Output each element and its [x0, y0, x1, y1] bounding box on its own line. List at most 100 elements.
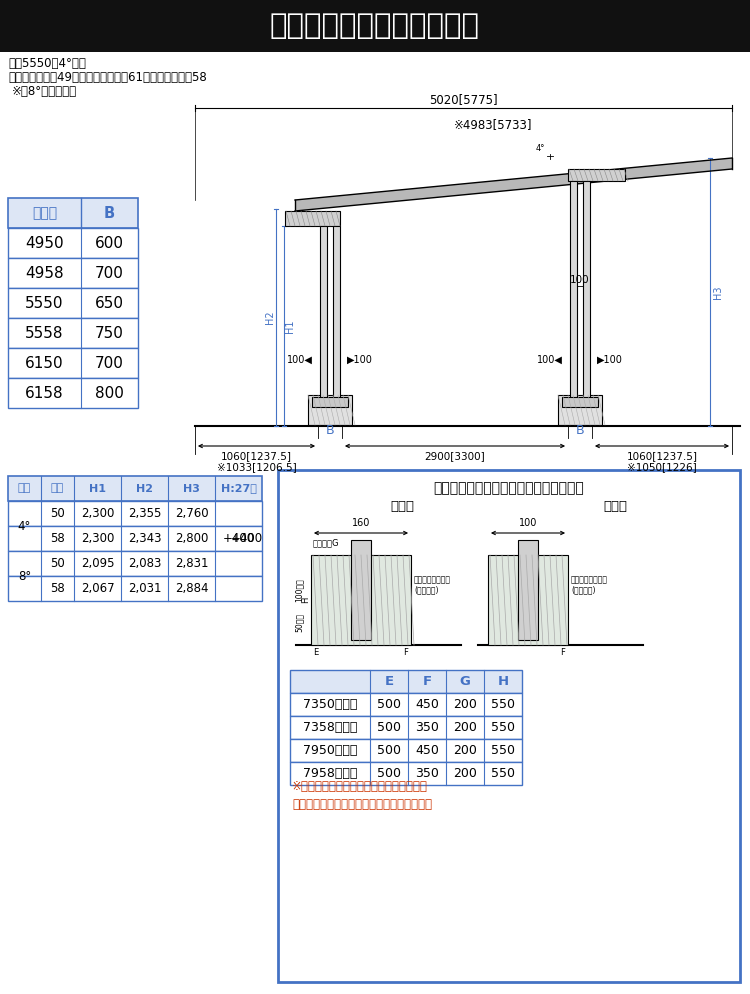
Text: B: B [326, 423, 334, 436]
Bar [312, 397, 348, 407]
Text: H2: H2 [136, 483, 153, 493]
Text: 1060[1237.5]: 1060[1237.5] [626, 451, 698, 461]
Text: 58: 58 [50, 532, 64, 545]
Bar [290, 739, 522, 762]
Text: 土間コンクリート: 土間コンクリート [571, 576, 608, 584]
Text: ※4983[5733]: ※4983[5733] [454, 118, 532, 131]
Text: 350: 350 [415, 767, 439, 780]
Text: 4958: 4958 [26, 265, 64, 280]
Bar [570, 181, 577, 400]
Text: 700: 700 [95, 356, 124, 371]
Text: 6158: 6158 [26, 386, 64, 401]
Text: (鉄筋入り): (鉄筋入り) [571, 585, 596, 594]
Text: 奥行側: 奥行側 [603, 500, 627, 513]
Text: H: H [497, 675, 508, 688]
Bar [8, 576, 262, 601]
Text: 4950: 4950 [26, 236, 64, 250]
Text: 土間コンクリート: 土間コンクリート [414, 576, 451, 584]
Text: 550: 550 [491, 721, 515, 734]
Text: 7950サイズ: 7950サイズ [303, 744, 357, 757]
Bar [488, 555, 568, 645]
Text: ※は8°勾配の場合: ※は8°勾配の場合 [12, 85, 77, 98]
Bar [285, 211, 340, 226]
Text: 2,067: 2,067 [81, 582, 114, 595]
Bar [8, 348, 138, 378]
Text: 50: 50 [50, 507, 64, 520]
Polygon shape [295, 158, 732, 211]
Text: 土間コンクリート施工の場合の基礎寸法: 土間コンクリート施工の場合の基礎寸法 [433, 481, 584, 495]
Text: ※1033[1206.5]: ※1033[1206.5] [217, 462, 296, 472]
Bar [8, 228, 138, 258]
Text: 550: 550 [491, 698, 515, 711]
Text: 100以上: 100以上 [295, 579, 304, 602]
Text: H1: H1 [89, 483, 106, 493]
Text: F: F [422, 675, 431, 688]
Text: B: B [104, 206, 115, 221]
Bar [278, 470, 740, 982]
Text: B: B [576, 423, 584, 436]
Bar [8, 378, 138, 408]
Text: 58: 58 [50, 582, 64, 595]
Text: 5558: 5558 [26, 325, 64, 341]
Text: F: F [404, 648, 409, 657]
Bar [8, 198, 138, 228]
Text: 8°: 8° [18, 570, 31, 582]
Text: E: E [314, 648, 319, 657]
Text: サイズ: サイズ [32, 206, 57, 220]
Text: 50: 50 [50, 557, 64, 570]
Text: F: F [560, 648, 566, 657]
Bar [583, 181, 590, 400]
Bar [8, 501, 262, 526]
Text: 650: 650 [95, 295, 124, 310]
Bar [8, 526, 262, 551]
Text: 100◀: 100◀ [537, 355, 563, 365]
Text: 200: 200 [453, 744, 477, 757]
Bar [311, 555, 411, 645]
Text: 勾配: 勾配 [18, 483, 31, 493]
Bar [562, 397, 598, 407]
Text: 2,300: 2,300 [81, 507, 114, 520]
Bar [333, 226, 340, 400]
Text: 100: 100 [570, 275, 590, 285]
Text: (鉄筋入り): (鉄筋入り) [414, 585, 439, 594]
Bar [8, 258, 138, 288]
Text: 550: 550 [491, 744, 515, 757]
Text: 4°: 4° [536, 144, 545, 153]
Text: 200: 200 [453, 698, 477, 711]
Bar [290, 716, 522, 739]
Bar [351, 540, 371, 640]
Text: 550: 550 [491, 767, 515, 780]
Text: 200: 200 [453, 767, 477, 780]
Text: E: E [385, 675, 394, 688]
Text: 2,355: 2,355 [128, 507, 161, 520]
Bar [568, 169, 625, 181]
Text: 50以上: 50以上 [295, 613, 304, 632]
Bar [290, 670, 522, 693]
Text: 奥行: 奥行 [51, 483, 64, 493]
Text: 7350サイズ: 7350サイズ [303, 698, 357, 711]
Text: 2,095: 2,095 [81, 557, 114, 570]
Text: G: G [460, 675, 470, 688]
Text: +400: +400 [223, 532, 254, 545]
Text: ▶100: ▶100 [597, 355, 622, 365]
Bar [290, 762, 522, 785]
Bar [8, 551, 262, 576]
Text: 2,031: 2,031 [128, 582, 161, 595]
Text: 寸法図（単位ｍｍ）２－２: 寸法図（単位ｍｍ）２－２ [270, 12, 480, 40]
Text: 1060[1237.5]: 1060[1237.5] [221, 451, 292, 461]
Text: H: H [302, 596, 310, 603]
Text: 200: 200 [453, 721, 477, 734]
Text: +400: +400 [230, 532, 262, 545]
Text: ※サイドパネルを取り付ける場合、柱部の
　基礎は独立基礎寸法で施工してください。: ※サイドパネルを取り付ける場合、柱部の 基礎は独立基礎寸法で施工してください。 [292, 780, 432, 811]
Bar [0, 0, 750, 52]
Text: 2,083: 2,083 [128, 557, 161, 570]
Bar [8, 476, 262, 501]
Text: H2: H2 [265, 311, 275, 324]
Text: 100: 100 [519, 518, 537, 528]
Bar [558, 395, 602, 425]
Text: 500: 500 [377, 767, 401, 780]
Text: 6150: 6150 [26, 356, 64, 371]
Text: 2,800: 2,800 [175, 532, 208, 545]
Text: 2900[3300]: 2900[3300] [424, 451, 485, 461]
Text: 5550: 5550 [26, 295, 64, 310]
